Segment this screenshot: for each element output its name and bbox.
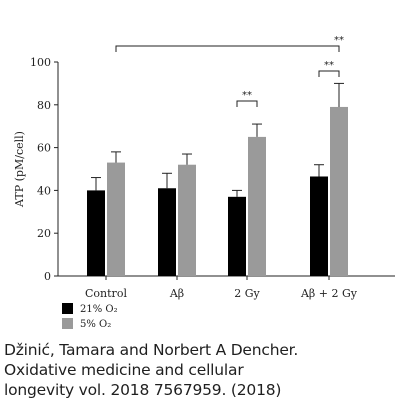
bar bbox=[248, 136, 266, 276]
y-tick-label: 40 bbox=[37, 184, 51, 197]
bar bbox=[107, 162, 125, 276]
caption-line: Džinić, Tamara and Norbert A Dencher. bbox=[4, 341, 299, 359]
significance-label: ** bbox=[242, 90, 252, 101]
plot-area: 0 20 40 60 80 100 ATP (pM/cell) Control Aβ 2 Gy Aβ… bbox=[13, 35, 395, 330]
caption-line: longevity vol. 2018 7567959. (2018) bbox=[4, 381, 282, 399]
bar bbox=[158, 188, 176, 276]
x-tick-label: Aβ bbox=[169, 287, 184, 300]
x-tick-label: Aβ + 2 Gy bbox=[300, 287, 358, 300]
legend-swatch bbox=[62, 303, 73, 314]
bar-chart: 0 20 40 60 80 100 ATP (pM/cell) Control Aβ 2 Gy Aβ… bbox=[13, 35, 395, 330]
y-tick-label: 0 bbox=[44, 270, 51, 283]
significance-bracket bbox=[318, 70, 340, 77]
caption-line: Oxidative medicine and cellular bbox=[4, 361, 244, 379]
bar bbox=[228, 196, 246, 276]
bar bbox=[330, 106, 348, 276]
x-tick-label: Control bbox=[85, 287, 127, 300]
y-tick-label: 20 bbox=[37, 227, 51, 240]
legend-swatch bbox=[62, 318, 73, 329]
bar bbox=[178, 164, 196, 276]
citation-caption: Džinić, Tamara and Norbert A Dencher. Ox… bbox=[4, 340, 406, 400]
legend-label: 5% O₂ bbox=[80, 319, 111, 330]
significance-bracket bbox=[115, 45, 340, 52]
x-tick-label: 2 Gy bbox=[234, 287, 260, 300]
y-axis-title: ATP (pM/cell) bbox=[13, 131, 26, 208]
bar bbox=[310, 176, 328, 276]
bar bbox=[87, 190, 105, 276]
significance-label: ** bbox=[334, 35, 344, 46]
significance-bracket bbox=[236, 100, 258, 107]
significance-label: ** bbox=[324, 60, 334, 71]
y-tick-label: 100 bbox=[30, 56, 51, 69]
legend-label: 21% O₂ bbox=[80, 304, 118, 315]
y-tick-label: 80 bbox=[37, 99, 51, 112]
y-tick-label: 60 bbox=[37, 142, 51, 155]
